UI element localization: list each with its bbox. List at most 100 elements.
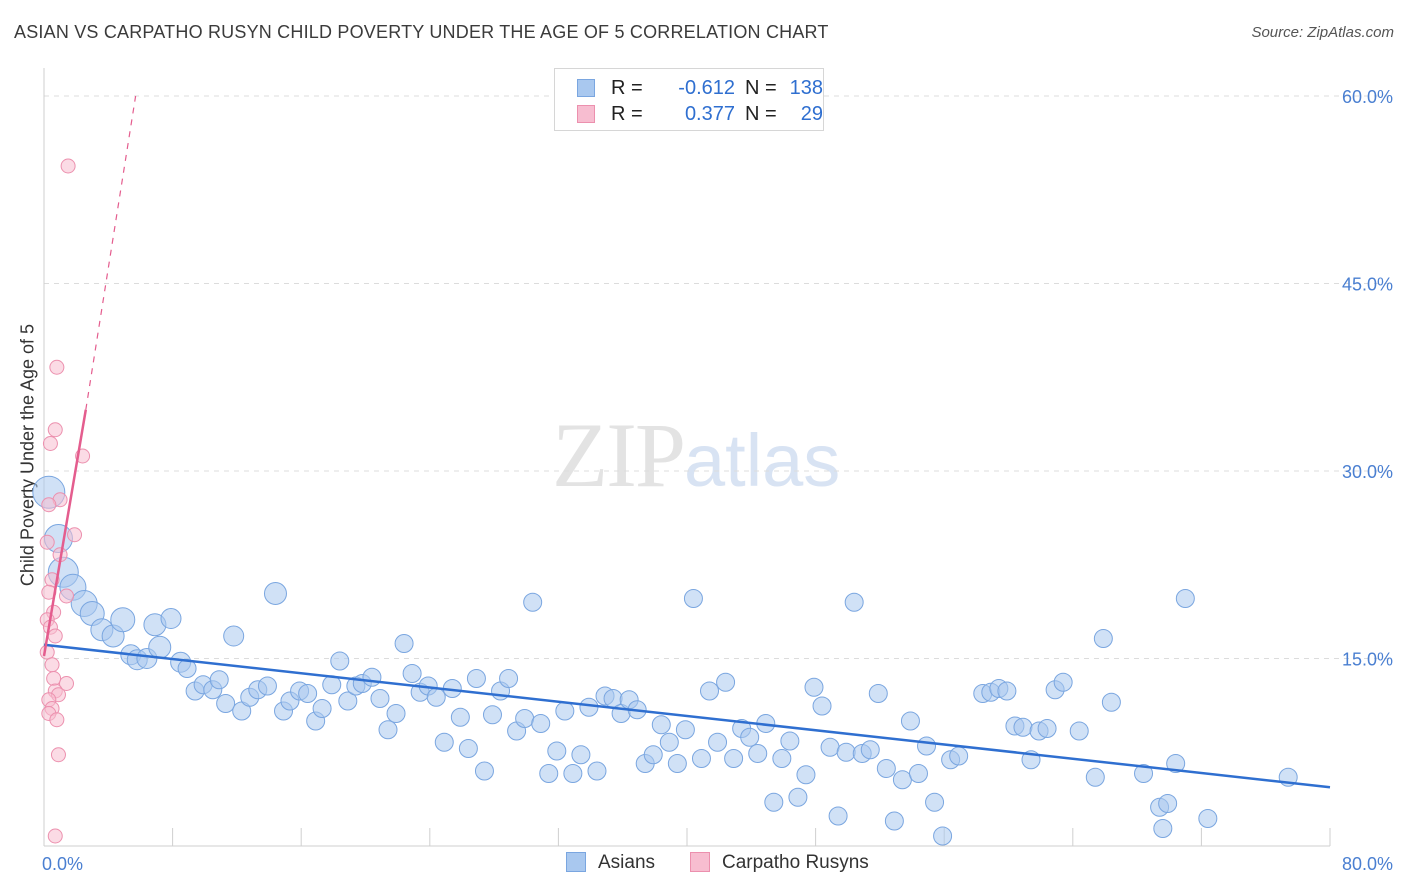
- y-tick-label: 15.0%: [1342, 650, 1393, 670]
- asian-point: [659, 732, 679, 752]
- rusyns-swatch: [577, 105, 595, 123]
- asian-point: [110, 607, 136, 633]
- asian-point: [820, 737, 840, 757]
- asian-trend-line: [43, 643, 1331, 789]
- asian-point: [523, 592, 543, 612]
- asian-point: [223, 625, 245, 647]
- rusyns-legend-label: Carpatho Rusyns: [722, 852, 869, 873]
- asian-point: [997, 681, 1017, 701]
- asian-point: [716, 672, 736, 692]
- asian-point: [643, 745, 663, 765]
- asian-point: [450, 707, 470, 727]
- rusyn-point: [50, 747, 66, 763]
- asian-point: [1134, 764, 1154, 783]
- asian-point: [908, 764, 928, 783]
- asian-point: [683, 589, 703, 608]
- asian-point: [571, 745, 591, 765]
- asian-point: [458, 739, 478, 758]
- watermark-atlas: atlas: [684, 419, 841, 502]
- asian-point: [917, 736, 937, 756]
- asian-point: [1069, 721, 1089, 741]
- rusyn-point: [59, 676, 75, 691]
- source-credit: Source: ZipAtlas.com: [1251, 24, 1394, 41]
- asian-point: [764, 792, 784, 812]
- asian-point: [1101, 692, 1121, 712]
- stats-legend: R = -0.612 N = 138 R = 0.377 N = 29: [554, 68, 824, 131]
- asian-point: [1153, 819, 1173, 838]
- asian-point: [812, 696, 832, 716]
- asians-legend-swatch: [566, 852, 586, 872]
- y-tick-label: 45.0%: [1342, 275, 1393, 295]
- asian-point: [378, 720, 398, 740]
- asians-legend-label: Asians: [598, 852, 656, 873]
- rusyns-legend-swatch: [690, 852, 710, 872]
- asian-point: [700, 681, 720, 701]
- asian-point: [892, 770, 912, 790]
- asian-point: [788, 787, 808, 807]
- asian-point: [925, 792, 945, 812]
- asian-point: [804, 677, 824, 697]
- asian-point: [499, 669, 519, 688]
- asian-point: [434, 732, 454, 752]
- r-label: R =: [611, 77, 643, 99]
- rusyn-point: [39, 534, 55, 550]
- asian-point: [531, 714, 551, 733]
- x-tick-label: 0.0%: [42, 854, 83, 874]
- asian-point: [160, 608, 182, 629]
- r-label: R =: [611, 103, 643, 125]
- asian-point: [1175, 589, 1195, 608]
- legend-item-rusyns: Carpatho Rusyns: [690, 852, 869, 874]
- rusyn-trend-extension: [85, 95, 137, 410]
- asian-point: [338, 691, 358, 711]
- asian-point: [482, 705, 502, 725]
- asian-point: [1093, 629, 1113, 648]
- n-label: N =: [745, 103, 777, 125]
- asian-point: [263, 582, 287, 605]
- asian-point: [828, 806, 848, 826]
- asian-point: [394, 634, 414, 653]
- asian-point: [539, 764, 559, 783]
- asian-point: [900, 711, 920, 731]
- rusyn-point: [47, 628, 63, 644]
- asian-point: [298, 684, 318, 703]
- asian-point: [836, 742, 856, 762]
- asian-point: [949, 746, 969, 766]
- asian-point: [330, 651, 350, 671]
- asian-point: [362, 667, 382, 687]
- asian-point: [370, 689, 390, 708]
- n-label: N =: [745, 77, 777, 99]
- asian-point: [724, 749, 744, 768]
- asian-point: [1158, 794, 1178, 813]
- n-value: 138: [789, 77, 823, 99]
- asian-point: [587, 761, 607, 781]
- rusyn-point: [41, 497, 57, 513]
- asian-point: [1085, 767, 1105, 787]
- asian-point: [579, 697, 599, 717]
- legend-item-asians: Asians: [566, 852, 655, 874]
- rusyn-point: [42, 436, 58, 451]
- asian-point: [148, 635, 172, 659]
- asian-point: [426, 687, 446, 707]
- rusyn-point: [60, 158, 76, 174]
- asian-point: [216, 694, 236, 713]
- asian-point: [844, 592, 864, 612]
- asian-point: [466, 669, 486, 688]
- zipatlas-watermark: ZIPatlas: [552, 402, 840, 508]
- asian-point: [1037, 719, 1057, 738]
- asian-point: [796, 765, 816, 785]
- rusyn-point: [67, 527, 83, 543]
- asian-point: [651, 715, 671, 735]
- watermark-zip: ZIP: [552, 404, 686, 506]
- rusyn-point: [49, 712, 65, 728]
- asian-point: [868, 684, 888, 703]
- asian-point: [1198, 809, 1218, 828]
- asian-point: [257, 676, 277, 696]
- asian-point: [515, 709, 535, 728]
- asian-point: [1053, 672, 1073, 692]
- asian-point: [386, 704, 406, 723]
- asian-point: [209, 670, 229, 690]
- asian-point: [675, 720, 695, 740]
- asian-point: [555, 701, 575, 721]
- asian-point: [1013, 717, 1033, 737]
- asian-point: [884, 811, 904, 831]
